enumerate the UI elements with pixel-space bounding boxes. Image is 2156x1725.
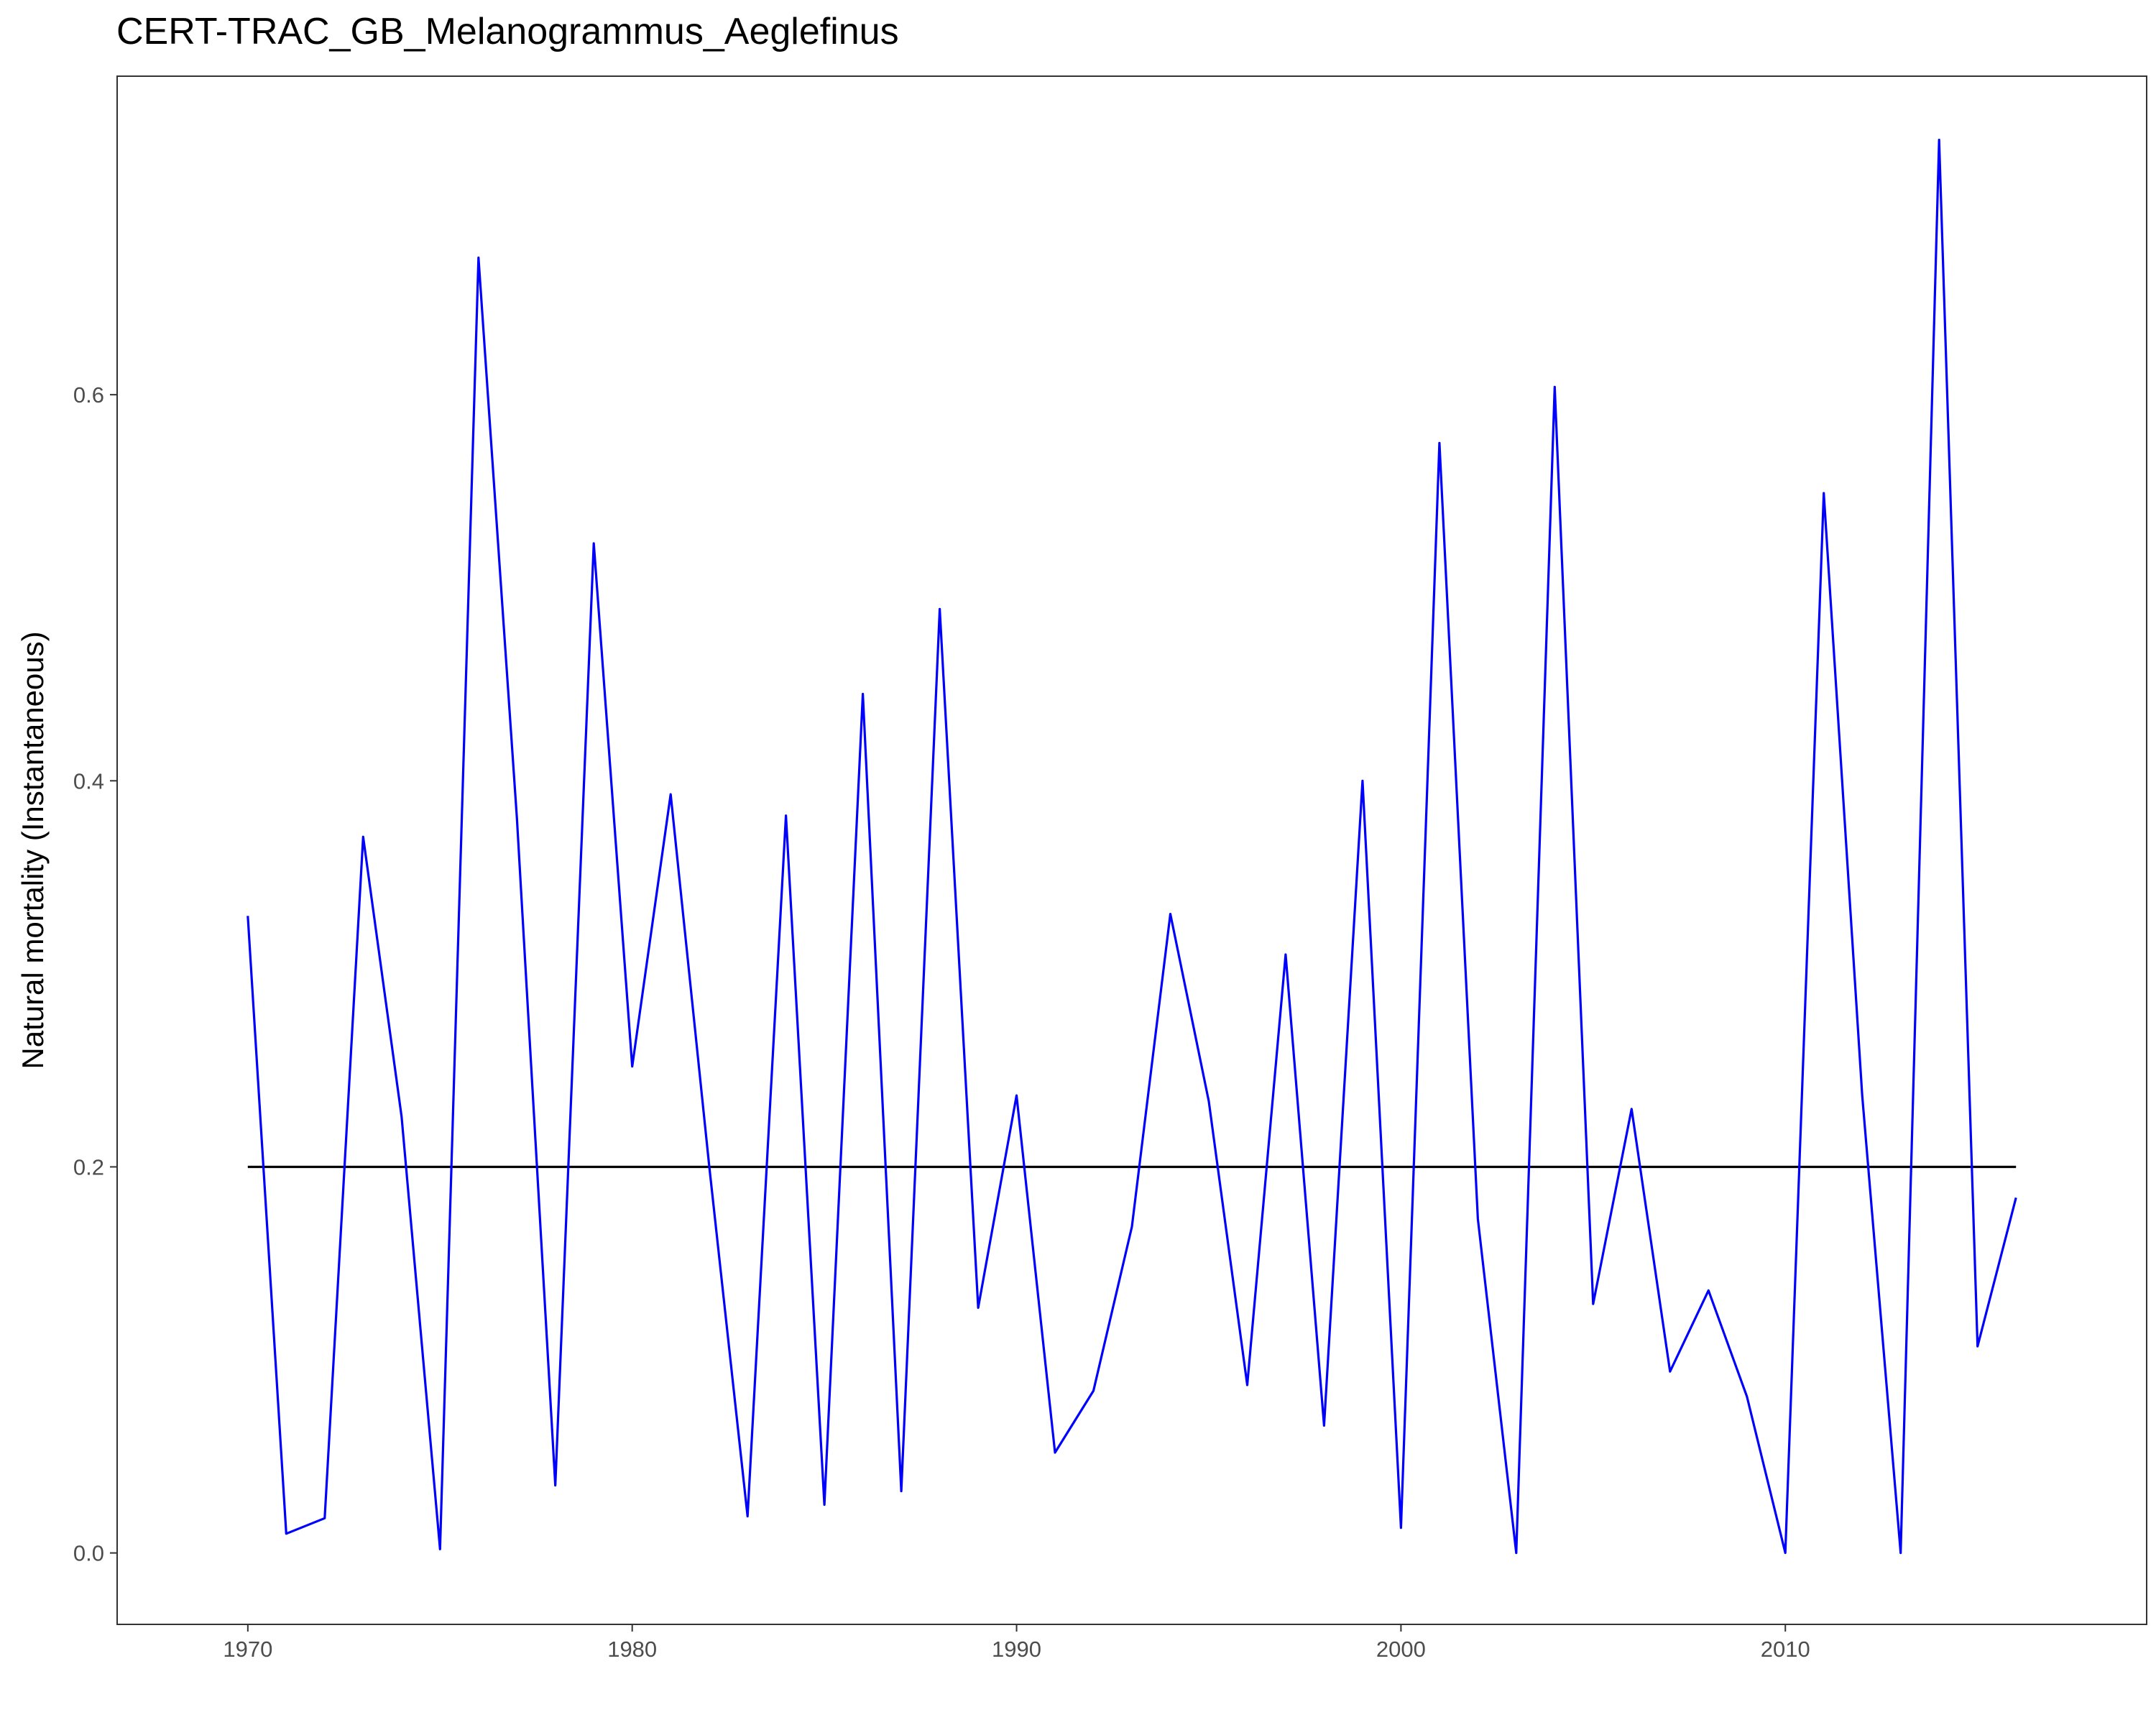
x-tick-label: 1990 xyxy=(992,1637,1041,1662)
series-layer xyxy=(247,139,2017,1555)
y-tick-label: 0.2 xyxy=(73,1154,104,1179)
x-tick-label: 2000 xyxy=(1376,1637,1426,1662)
x-tick-label: 2010 xyxy=(1761,1637,1810,1662)
x-tick-label: 1970 xyxy=(223,1637,272,1662)
y-axis-title: Natural mortality (Instantaneous) xyxy=(16,631,50,1069)
y-tick-label: 0.0 xyxy=(73,1541,104,1566)
x-tick-label: 1980 xyxy=(607,1637,657,1662)
y-tick-label: 0.6 xyxy=(73,382,104,408)
x-axis: 1970 1980 1990 2000 2010 xyxy=(223,1624,1810,1662)
mortality-series-line xyxy=(247,139,2017,1555)
y-tick-label: 0.4 xyxy=(73,768,104,794)
chart-title: CERT-TRAC_GB_Melanogrammus_Aeglefinus xyxy=(116,11,899,52)
plot-panel xyxy=(116,75,2147,1625)
y-axis: 0.0 0.2 0.4 0.6 xyxy=(73,382,117,1566)
